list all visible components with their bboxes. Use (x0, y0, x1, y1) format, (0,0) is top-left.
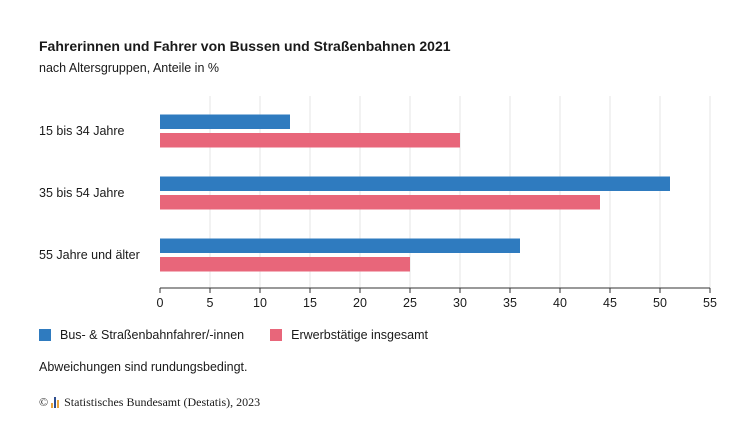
legend-label-series-2: Erwerbstätige insgesamt (291, 328, 429, 342)
destatis-logo-icon (51, 397, 60, 408)
chart-title: Fahrerinnen und Fahrer von Bussen und St… (39, 38, 451, 54)
rounding-note: Abweichungen sind rundungsbedingt. (39, 360, 248, 374)
category-label: 35 bis 54 Jahre (39, 186, 125, 200)
bar-all-employed-1 (160, 133, 460, 148)
x-tick-label: 5 (207, 296, 214, 310)
bar-bus-tram-drivers-1 (160, 114, 290, 129)
legend-swatch-series-2 (270, 329, 283, 341)
source-text: Statistisches Bundesamt (Destatis), 2023 (64, 395, 261, 409)
x-tick-label: 55 (703, 296, 717, 310)
legend-swatch-series-1 (39, 329, 51, 341)
bar-bus-tram-drivers-3 (160, 238, 520, 253)
x-tick-label: 45 (603, 296, 617, 310)
bar-bus-tram-drivers-2 (160, 176, 670, 191)
category-label: 15 bis 34 Jahre (39, 124, 125, 138)
bar-all-employed-2 (160, 195, 600, 210)
source-line: © Statistisches Bundesamt (Destatis), 20… (39, 395, 260, 410)
x-tick-label: 40 (553, 296, 567, 310)
x-tick-label: 50 (653, 296, 667, 310)
copyright-symbol: © (39, 395, 49, 409)
x-tick-label: 0 (157, 296, 164, 310)
x-tick-label: 30 (453, 296, 467, 310)
chart-subtitle: nach Altersgruppen, Anteile in % (39, 61, 219, 75)
x-tick-label: 25 (403, 296, 417, 310)
legend-item-series-1: Bus- & Straßenbahnfahrer/-innen (39, 328, 244, 342)
bar-all-employed-3 (160, 257, 410, 272)
x-tick-label: 20 (353, 296, 367, 310)
x-tick-label: 10 (253, 296, 267, 310)
category-label: 55 Jahre und älter (39, 248, 140, 262)
x-tick-label: 15 (303, 296, 317, 310)
legend: Bus- & Straßenbahnfahrer/-innen Erwerbst… (39, 328, 454, 342)
x-tick-label: 35 (503, 296, 517, 310)
legend-item-series-2: Erwerbstätige insgesamt (270, 328, 428, 342)
legend-label-series-1: Bus- & Straßenbahnfahrer/-innen (60, 328, 245, 342)
